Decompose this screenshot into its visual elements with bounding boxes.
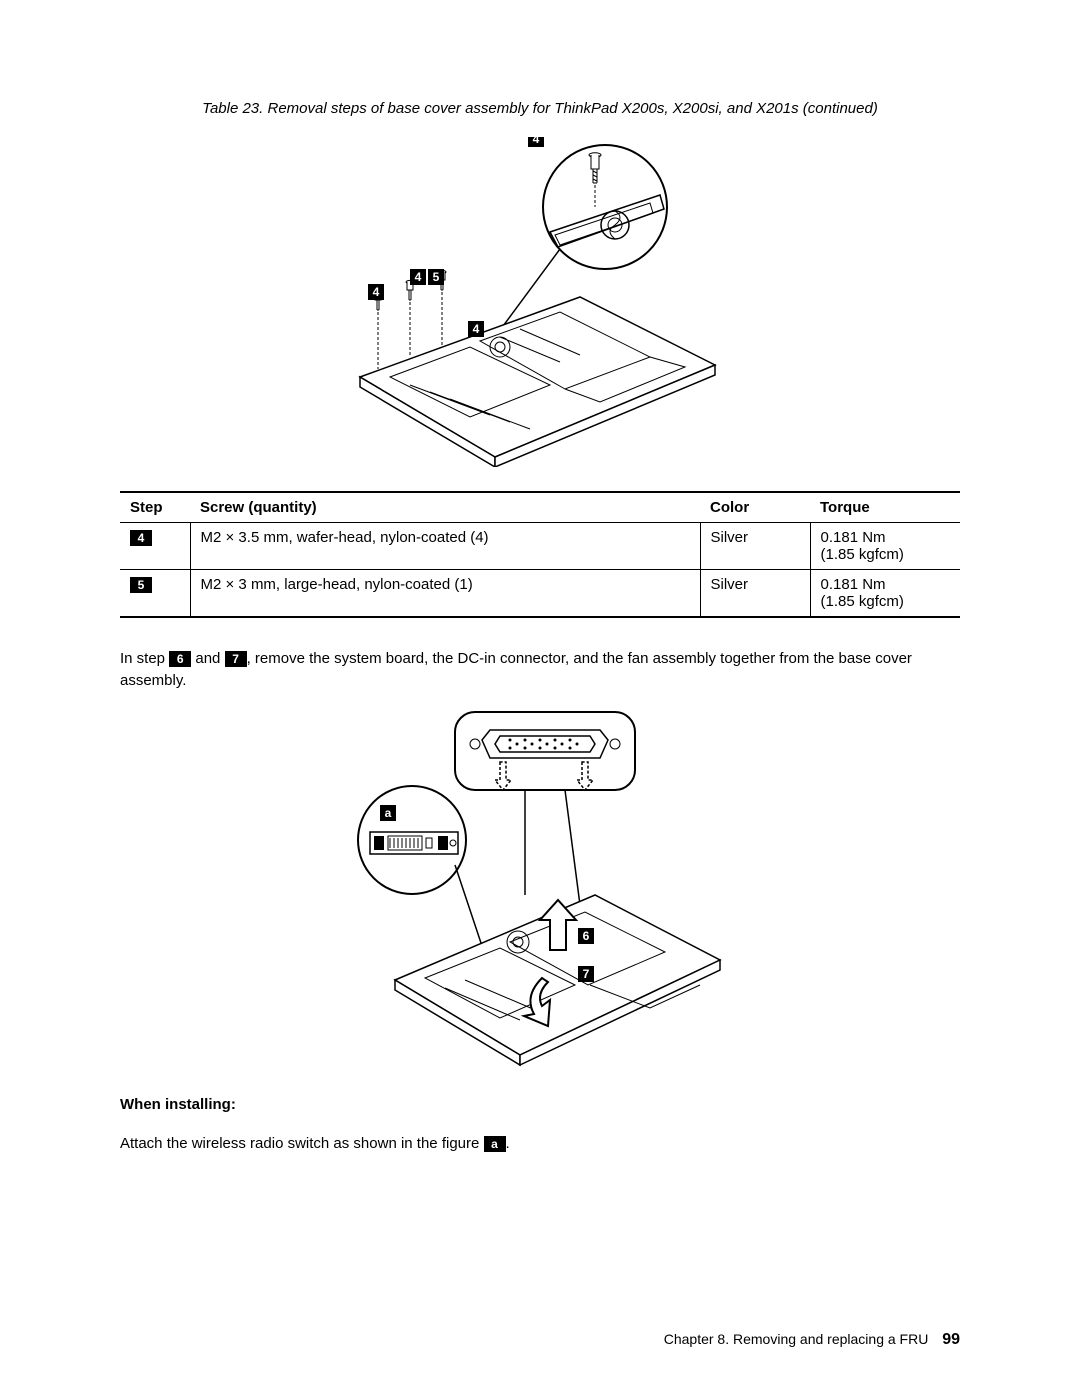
svg-text:4: 4 [373,285,380,299]
torque-kgfcm: (1.85 kgfcm) [821,546,904,563]
cell-torque: 0.181 Nm (1.85 kgfcm) [810,523,960,570]
svg-text:4: 4 [473,322,480,336]
text: and [191,650,224,667]
text: . [506,1135,510,1152]
table-caption: Table 23. Removal steps of base cover as… [120,100,960,117]
table-row: 5 M2 × 3 mm, large-head, nylon-coated (1… [120,570,960,618]
svg-text:6: 6 [583,929,590,943]
step-badge-a: a [484,1136,506,1152]
page: Table 23. Removal steps of base cover as… [0,0,1080,1397]
torque-nm: 0.181 Nm [821,529,886,546]
footer-page-number: 99 [942,1331,960,1348]
torque-kgfcm: (1.85 kgfcm) [821,593,904,610]
cell-color: Silver [700,570,810,618]
svg-text:7: 7 [583,967,590,981]
step-badge-6: 6 [169,651,191,667]
table-row: 4 M2 × 3.5 mm, wafer-head, nylon-coated … [120,523,960,570]
torque-nm: 0.181 Nm [821,576,886,593]
text: Attach the wireless radio switch as show… [120,1135,484,1152]
cell-screw: M2 × 3.5 mm, wafer-head, nylon-coated (4… [190,523,700,570]
figure-1: 44454 [120,137,960,467]
svg-text:4: 4 [533,137,540,146]
col-step: Step [120,492,190,523]
cell-screw: M2 × 3 mm, large-head, nylon-coated (1) [190,570,700,618]
figure-2-svg: a [350,710,730,1070]
cell-color: Silver [700,523,810,570]
col-color: Color [700,492,810,523]
step-badge: 5 [130,577,152,593]
svg-text:4: 4 [415,270,422,284]
screw-table: Step Screw (quantity) Color Torque 4 M2 … [120,491,960,618]
instruction-paragraph-2: Attach the wireless radio switch as show… [120,1133,960,1155]
page-footer: Chapter 8. Removing and replacing a FRU … [664,1331,960,1349]
step-badge-7: 7 [225,651,247,667]
svg-text:a: a [385,806,392,820]
when-installing-heading: When installing: [120,1094,960,1116]
footer-chapter: Chapter 8. Removing and replacing a FRU [664,1331,929,1347]
cell-torque: 0.181 Nm (1.85 kgfcm) [810,570,960,618]
text: In step [120,650,169,667]
svg-text:5: 5 [433,270,440,284]
instruction-paragraph-1: In step 6 and 7, remove the system board… [120,648,960,692]
step-badge: 4 [130,530,152,546]
col-torque: Torque [810,492,960,523]
figure-1-svg: 44454 [350,137,730,467]
col-screw: Screw (quantity) [190,492,700,523]
figure-2: a [120,710,960,1070]
